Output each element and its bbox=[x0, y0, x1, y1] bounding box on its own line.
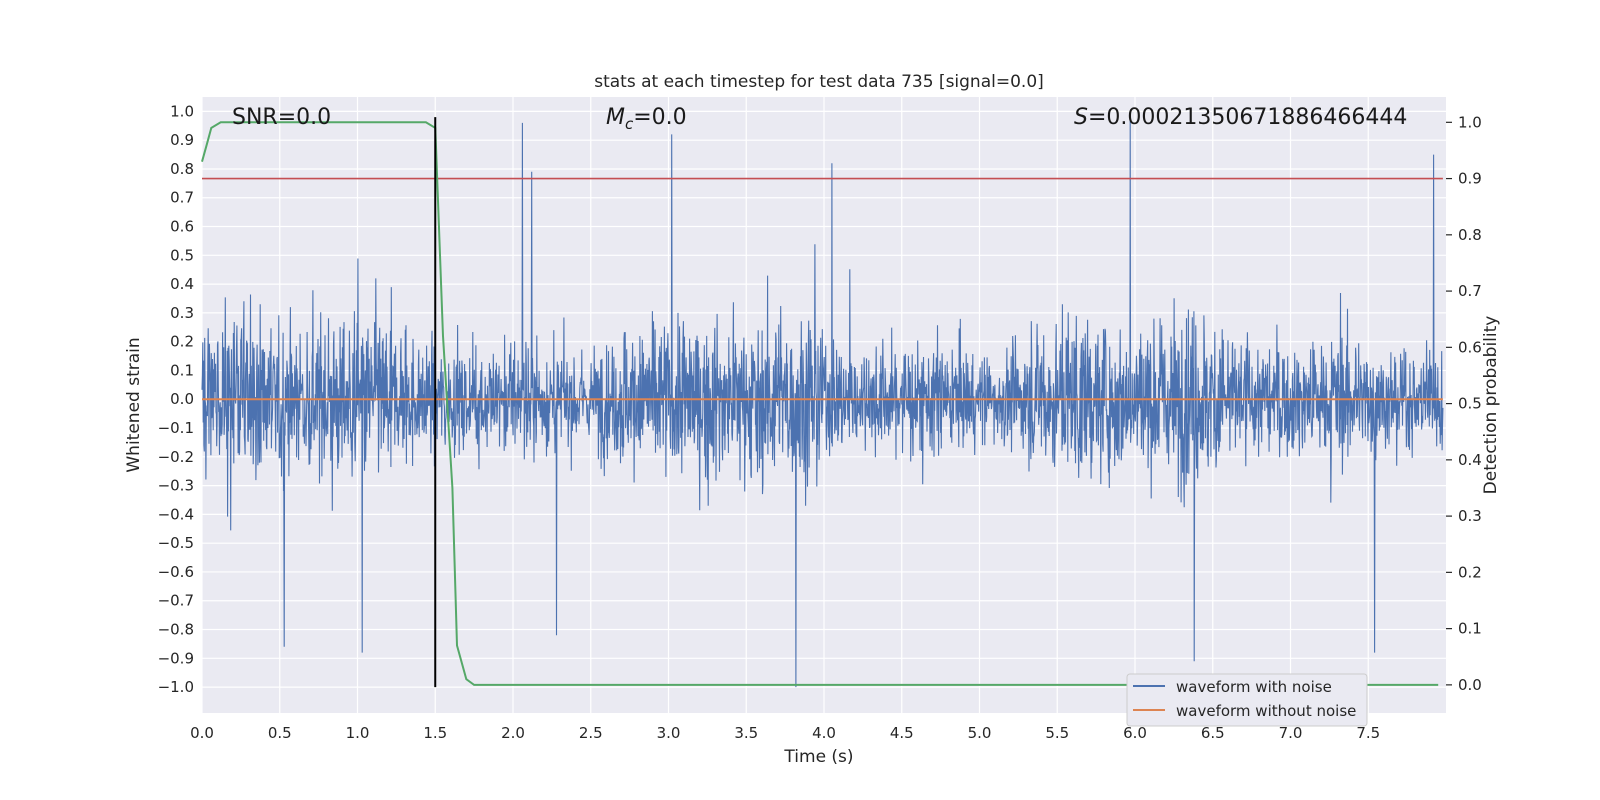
right-y-axis-ticks: 1.0 0.9 0.8 0.7 0.6 0.5 0.4 0.3 0.2 0.1 0.0 bbox=[1446, 113, 1482, 694]
y-tick-label: 0.3 bbox=[170, 304, 194, 322]
chirp-mass-annotation: Mc=0.0 bbox=[606, 105, 687, 133]
y-axis-label: Whitened strain bbox=[124, 337, 144, 472]
y-tick-label: 0.4 bbox=[170, 275, 194, 293]
y2-tick-label: 0.7 bbox=[1458, 282, 1482, 300]
y-tick-label: 1.0 bbox=[170, 102, 194, 120]
noise-waveform-line bbox=[201, 119, 1444, 688]
y2-tick-label: 0.5 bbox=[1458, 395, 1482, 413]
s-value: =0.00021350671886466444 bbox=[1088, 105, 1407, 130]
x-tick-label: 7.5 bbox=[1356, 724, 1380, 742]
x-tick-label: 3.5 bbox=[734, 724, 758, 742]
mc-subscript: c bbox=[625, 115, 634, 133]
x-tick-label: 0.0 bbox=[190, 724, 214, 742]
y-tick-label: −0.8 bbox=[158, 621, 194, 639]
y2-tick-label: 1.0 bbox=[1458, 113, 1482, 131]
s-symbol: S bbox=[1074, 105, 1088, 130]
y-tick-label: 0.1 bbox=[170, 361, 194, 379]
x-axis-label: Time (s) bbox=[783, 747, 853, 767]
y-tick-label: −0.6 bbox=[158, 563, 194, 581]
y2-tick-label: 0.8 bbox=[1458, 226, 1482, 244]
left-y-axis-ticks: 1.0 0.9 0.8 0.7 0.6 0.5 0.4 0.3 0.2 0.1 0.0 −0.1 −0.… bbox=[158, 102, 194, 696]
y2-tick-label: 0.9 bbox=[1458, 170, 1482, 188]
x-tick-label: 5.0 bbox=[968, 724, 992, 742]
y2-tick-label: 0.3 bbox=[1458, 507, 1482, 525]
x-tick-label: 7.0 bbox=[1279, 724, 1303, 742]
x-tick-label: 6.5 bbox=[1201, 724, 1225, 742]
x-axis-ticks: 0.0 0.5 1.0 1.5 2.0 2.5 3.0 3.5 4.0 4.5 5.0 5.5 6.0 6… bbox=[190, 724, 1380, 742]
y-tick-label: 0.6 bbox=[170, 218, 194, 236]
y-tick-label: −0.5 bbox=[158, 534, 194, 552]
y-tick-label: 0.9 bbox=[170, 131, 194, 149]
x-tick-label: 5.5 bbox=[1045, 724, 1069, 742]
y2-tick-label: 0.2 bbox=[1458, 563, 1482, 581]
y-tick-label: 0.2 bbox=[170, 333, 194, 351]
chart-title: stats at each timestep for test data 735… bbox=[594, 72, 1044, 92]
y-tick-label: −0.2 bbox=[158, 448, 194, 466]
mc-value: =0.0 bbox=[633, 105, 686, 130]
waveform-with-noise-series bbox=[201, 119, 1444, 688]
y-tick-label: −1.0 bbox=[158, 678, 194, 696]
x-tick-label: 3.0 bbox=[657, 724, 681, 742]
y2-tick-label: 0.0 bbox=[1458, 676, 1482, 694]
detection-probability-line bbox=[201, 121, 1439, 686]
y-tick-label: −0.1 bbox=[158, 419, 194, 437]
y2-tick-label: 0.4 bbox=[1458, 451, 1482, 469]
x-tick-label: 6.0 bbox=[1123, 724, 1147, 742]
y-tick-label: −0.4 bbox=[158, 505, 194, 523]
plot-area bbox=[201, 97, 1446, 713]
y2-tick-label: 0.6 bbox=[1458, 338, 1482, 356]
legend-label-clean: waveform without noise bbox=[1176, 702, 1356, 720]
x-tick-label: 0.5 bbox=[268, 724, 292, 742]
y-tick-label: −0.9 bbox=[158, 649, 194, 667]
snr-annotation: SNR=0.0 bbox=[232, 105, 331, 130]
legend-box bbox=[1126, 673, 1368, 727]
y2-tick-label: 0.1 bbox=[1458, 620, 1482, 638]
legend: waveform with noise waveform without noi… bbox=[1126, 673, 1368, 727]
x-tick-label: 4.5 bbox=[890, 724, 914, 742]
legend-label-noise: waveform with noise bbox=[1176, 678, 1332, 696]
s-annotation: S=0.00021350671886466444 bbox=[1074, 105, 1407, 130]
y-tick-label: 0.5 bbox=[170, 246, 194, 264]
mc-symbol: M bbox=[606, 105, 625, 130]
y-tick-label: 0.8 bbox=[170, 160, 194, 178]
y2-axis-label: Detection probability bbox=[1481, 316, 1501, 495]
x-tick-label: 1.5 bbox=[423, 724, 447, 742]
x-tick-label: 4.0 bbox=[812, 724, 836, 742]
y-tick-label: −0.3 bbox=[158, 477, 194, 495]
detection-probability-series bbox=[201, 121, 1439, 686]
y-tick-label: 0.7 bbox=[170, 189, 194, 207]
x-tick-label: 1.0 bbox=[346, 724, 370, 742]
x-tick-label: 2.5 bbox=[579, 724, 603, 742]
y-tick-label: −0.7 bbox=[158, 592, 194, 610]
y-tick-label: 0.0 bbox=[170, 390, 194, 408]
x-tick-label: 2.0 bbox=[501, 724, 525, 742]
